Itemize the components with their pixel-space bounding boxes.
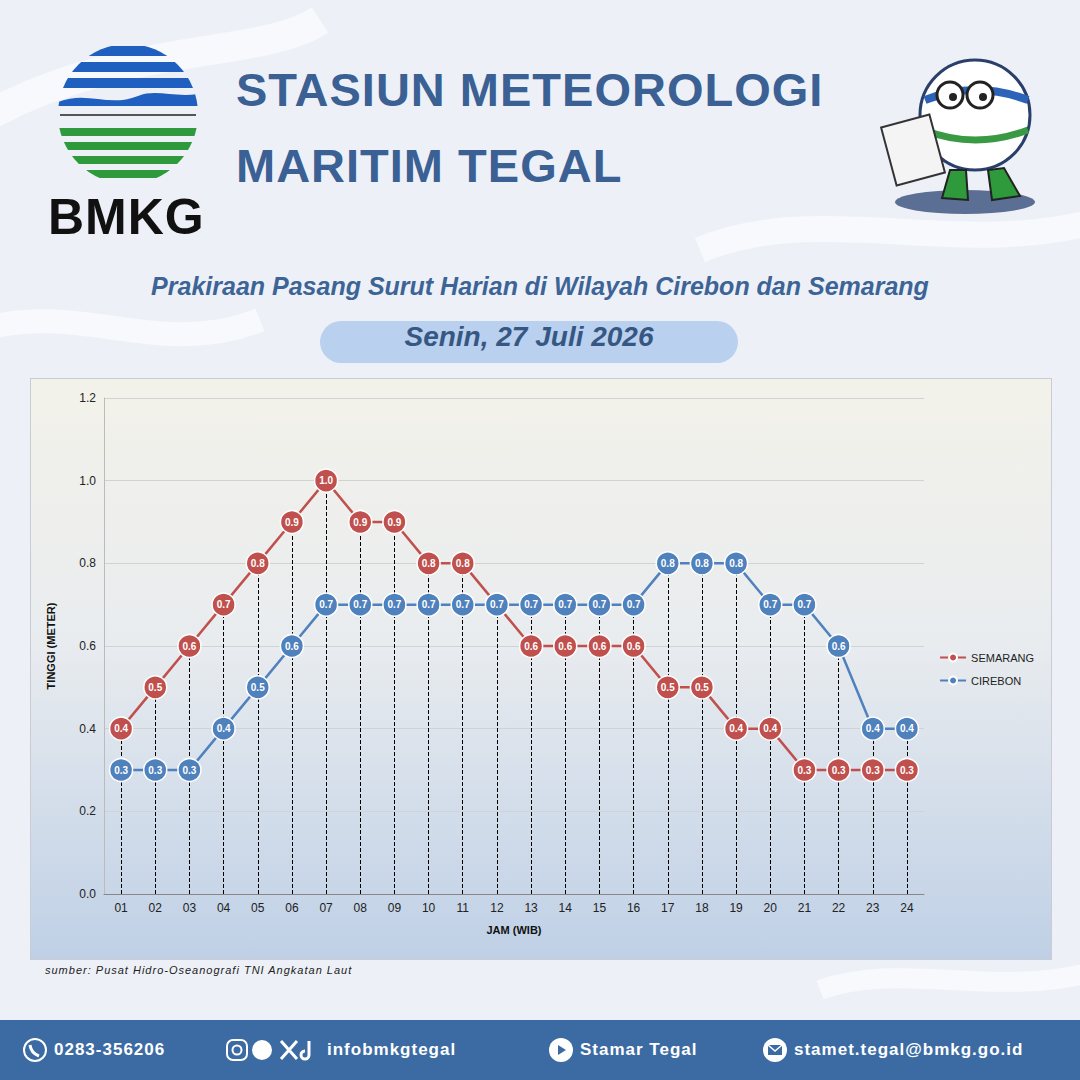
html-text:STASIUN METEOROLOGI: STASIUN METEOROLOGI bbox=[236, 63, 824, 116]
svg-text:0.7: 0.7 bbox=[353, 599, 367, 610]
svg-text:15: 15 bbox=[593, 901, 607, 915]
svg-text:03: 03 bbox=[183, 901, 197, 915]
svg-text:0.7: 0.7 bbox=[490, 599, 504, 610]
svg-text:0.6: 0.6 bbox=[558, 641, 572, 652]
svg-text:0.6: 0.6 bbox=[524, 641, 538, 652]
svg-text:0.3: 0.3 bbox=[182, 765, 196, 776]
svg-text:0.3: 0.3 bbox=[832, 765, 846, 776]
svg-text:18: 18 bbox=[695, 901, 709, 915]
svg-text:0.7: 0.7 bbox=[319, 599, 333, 610]
svg-text:13: 13 bbox=[524, 901, 538, 915]
svg-text:0.3: 0.3 bbox=[148, 765, 162, 776]
svg-text:0.8: 0.8 bbox=[251, 558, 265, 569]
svg-text:0.6: 0.6 bbox=[832, 641, 846, 652]
svg-text:0.8: 0.8 bbox=[695, 558, 709, 569]
svg-text:0.6: 0.6 bbox=[627, 641, 641, 652]
svg-text:TINGGI (METER): TINGGI (METER) bbox=[45, 602, 57, 689]
html-text:Senin, 27 Juli 2026: Senin, 27 Juli 2026 bbox=[404, 321, 654, 352]
html-text:Prakiraan Pasang Surut Harian: Prakiraan Pasang Surut Harian di Wilayah… bbox=[151, 272, 929, 300]
html-text:Stamar Tegal: Stamar Tegal bbox=[580, 1040, 698, 1059]
svg-text:0.6: 0.6 bbox=[285, 641, 299, 652]
svg-text:08: 08 bbox=[354, 901, 368, 915]
svg-text:0.4: 0.4 bbox=[763, 723, 777, 734]
svg-text:0.9: 0.9 bbox=[353, 517, 367, 528]
svg-text:06: 06 bbox=[285, 901, 299, 915]
svg-text:0.6: 0.6 bbox=[79, 639, 96, 653]
html-text:0283-356206: 0283-356206 bbox=[54, 1040, 166, 1059]
svg-text:0.6: 0.6 bbox=[182, 641, 196, 652]
svg-text:0.7: 0.7 bbox=[763, 599, 777, 610]
svg-text:11: 11 bbox=[457, 901, 470, 915]
svg-text:0.4: 0.4 bbox=[866, 723, 880, 734]
svg-text:0.7: 0.7 bbox=[627, 599, 641, 610]
svg-text:21: 21 bbox=[798, 901, 812, 915]
svg-text:0.8: 0.8 bbox=[456, 558, 470, 569]
svg-text:0.4: 0.4 bbox=[114, 723, 128, 734]
html-text:MARITIM TEGAL: MARITIM TEGAL bbox=[236, 139, 623, 192]
svg-text:0.8: 0.8 bbox=[422, 558, 436, 569]
html-text:infobmkgtegal: infobmkgtegal bbox=[327, 1040, 457, 1059]
svg-text:19: 19 bbox=[729, 901, 743, 915]
svg-text:0.5: 0.5 bbox=[148, 682, 162, 693]
svg-text:12: 12 bbox=[490, 901, 504, 915]
svg-text:16: 16 bbox=[627, 901, 641, 915]
svg-text:0.3: 0.3 bbox=[114, 765, 128, 776]
svg-text:0.5: 0.5 bbox=[251, 682, 265, 693]
html-text:BMKG: BMKG bbox=[48, 189, 205, 245]
svg-text:0.4: 0.4 bbox=[79, 722, 96, 736]
svg-text:1.2: 1.2 bbox=[79, 391, 96, 405]
svg-text:JAM (WIB): JAM (WIB) bbox=[487, 924, 542, 936]
svg-text:0.7: 0.7 bbox=[456, 599, 470, 610]
svg-text:22: 22 bbox=[832, 901, 846, 915]
svg-text:0.7: 0.7 bbox=[490, 599, 504, 610]
svg-text:0.7: 0.7 bbox=[387, 599, 401, 610]
svg-text:0.9: 0.9 bbox=[285, 517, 299, 528]
svg-text:0.4: 0.4 bbox=[900, 723, 914, 734]
svg-text:04: 04 bbox=[217, 901, 231, 915]
svg-text:0.0: 0.0 bbox=[79, 887, 96, 901]
svg-text:0.7: 0.7 bbox=[558, 599, 572, 610]
svg-text:0.4: 0.4 bbox=[729, 723, 743, 734]
svg-text:07: 07 bbox=[319, 901, 333, 915]
svg-text:0.5: 0.5 bbox=[661, 682, 675, 693]
svg-text:0.2: 0.2 bbox=[79, 804, 96, 818]
svg-text:0.3: 0.3 bbox=[866, 765, 880, 776]
svg-text:0.5: 0.5 bbox=[695, 682, 709, 693]
svg-text:0.7: 0.7 bbox=[592, 599, 606, 610]
svg-text:0.7: 0.7 bbox=[524, 599, 538, 610]
svg-text:0.4: 0.4 bbox=[217, 723, 231, 734]
svg-text:0.3: 0.3 bbox=[797, 765, 811, 776]
svg-text:SEMARANG: SEMARANG bbox=[971, 652, 1034, 664]
svg-text:24: 24 bbox=[900, 901, 914, 915]
svg-text:0.7: 0.7 bbox=[797, 599, 811, 610]
svg-text:23: 23 bbox=[866, 901, 880, 915]
svg-text:0.3: 0.3 bbox=[900, 765, 914, 776]
svg-text:CIREBON: CIREBON bbox=[971, 675, 1021, 687]
svg-text:09: 09 bbox=[388, 901, 402, 915]
svg-text:01: 01 bbox=[114, 901, 128, 915]
svg-text:05: 05 bbox=[251, 901, 265, 915]
svg-text:0.7: 0.7 bbox=[422, 599, 436, 610]
svg-text:0.8: 0.8 bbox=[79, 556, 96, 570]
svg-text:0.8: 0.8 bbox=[729, 558, 743, 569]
svg-text:17: 17 bbox=[661, 901, 675, 915]
svg-text:10: 10 bbox=[422, 901, 436, 915]
svg-text:0.6: 0.6 bbox=[592, 641, 606, 652]
html-text:stamet.tegal@bmkg.go.id: stamet.tegal@bmkg.go.id bbox=[794, 1040, 1024, 1059]
svg-text:1.0: 1.0 bbox=[319, 475, 333, 486]
svg-text:0.8: 0.8 bbox=[661, 558, 675, 569]
svg-text:20: 20 bbox=[764, 901, 778, 915]
svg-text:0.9: 0.9 bbox=[387, 517, 401, 528]
svg-text:1.0: 1.0 bbox=[79, 474, 96, 488]
html-text:sumber: Pusat Hidro-Oseanograf: sumber: Pusat Hidro-Oseanografi TNI Angk… bbox=[45, 964, 353, 976]
svg-text:0.7: 0.7 bbox=[217, 599, 231, 610]
svg-text:02: 02 bbox=[149, 901, 163, 915]
svg-text:14: 14 bbox=[559, 901, 573, 915]
